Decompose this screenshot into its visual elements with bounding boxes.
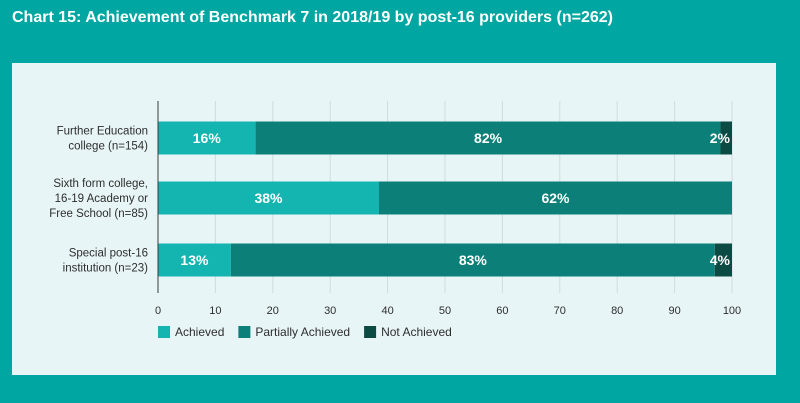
y-category-label: Special post-16 institution (n=23): [63, 248, 149, 275]
bar-segment: [255, 121, 721, 155]
data-label: 2%: [710, 130, 731, 146]
bar-segment: [158, 181, 379, 215]
legend-swatch: [364, 326, 377, 338]
data-label: 38%: [254, 190, 283, 206]
y-category-label-line: Free School (n=85): [49, 208, 148, 220]
x-tick-label: 20: [267, 305, 279, 317]
data-label: 82%: [474, 130, 503, 146]
chart-title: Chart 15: Achievement of Benchmark 7 in …: [12, 9, 613, 26]
x-tick-label: 80: [611, 305, 623, 317]
legend-swatch: [158, 326, 170, 338]
legend-label: Achieved: [175, 325, 224, 339]
y-category-label-line: Further Education: [57, 126, 148, 138]
legend: Achieved Partially Achieved Not Achieved: [158, 325, 452, 339]
x-tick-label: 90: [668, 305, 680, 317]
y-category-label-line: 16-19 Academy or: [55, 193, 149, 205]
data-label: 4%: [710, 252, 731, 268]
x-tick-label: 30: [324, 305, 336, 317]
chart-panel: [12, 63, 776, 375]
x-tick-label: 100: [723, 305, 741, 317]
data-label: 83%: [459, 252, 488, 268]
y-category-label-line: Sixth form college,: [53, 178, 148, 190]
y-category-label-line: Special post-16: [69, 248, 148, 260]
x-tick-label: 40: [381, 305, 393, 317]
y-category-label-line: institution (n=23): [63, 263, 149, 275]
bar-segment: [714, 243, 732, 277]
x-tick-label: 10: [209, 305, 221, 317]
data-label: 62%: [541, 190, 570, 206]
bar-segment: [230, 243, 715, 277]
data-label: 13%: [180, 252, 209, 268]
legend-label: Partially Achieved: [255, 325, 350, 339]
y-category-label-line: college (n=154): [68, 141, 148, 153]
y-category-label: Further Education college (n=154): [57, 126, 149, 153]
x-tick-label: 0: [155, 305, 161, 317]
legend-swatch: [238, 326, 251, 338]
x-tick-label: 50: [439, 305, 451, 317]
legend-label: Not Achieved: [381, 325, 452, 339]
bar-segment: [158, 121, 256, 155]
bar-segment: [158, 243, 231, 277]
axes: 0 10 20 30 40 50 60 70 80 90 100 Further Education c…: [49, 101, 741, 317]
x-tick-label: 70: [554, 305, 566, 317]
data-label: 16%: [193, 130, 222, 146]
bar-segment: [378, 181, 732, 215]
bars: 16% 82% 2% 38% 62% 13% 83% 4%: [158, 121, 732, 277]
y-category-label: Sixth form college, 16-19 Academy or Free …: [49, 178, 148, 220]
x-tick-label: 60: [496, 305, 508, 317]
bar-segment: [720, 121, 732, 155]
